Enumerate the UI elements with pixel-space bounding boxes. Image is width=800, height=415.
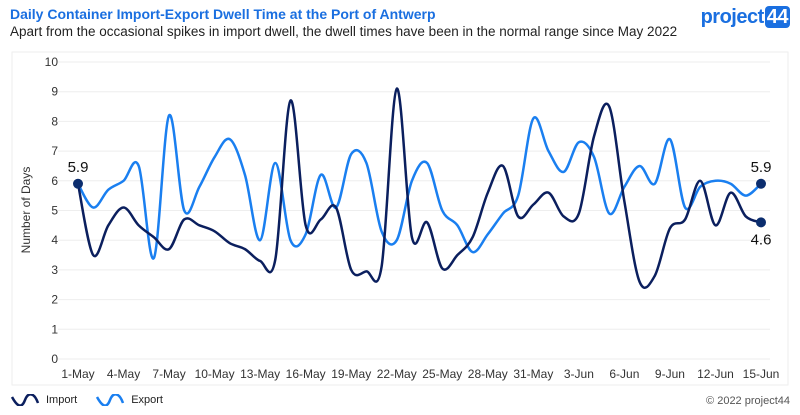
plot-frame [11,51,789,386]
x-tick-label: 4-May [107,367,140,381]
y-tick-label: 8 [51,114,58,128]
y-tick-label: 3 [51,263,58,277]
import-series-line [76,87,762,289]
x-tick-label: 16-May [286,367,326,381]
x-tick-label: 13-May [240,367,280,381]
y-axis-label: Number of Days [19,167,33,254]
y-tick-label: 4 [51,233,58,247]
end-point-marker [756,217,766,228]
logo-badge: 44 [764,6,790,28]
import-line-swatch-icon [10,394,40,406]
x-tick-label: 15-Jun [743,367,780,381]
y-tick-label: 7 [51,144,58,158]
y-tick-label: 2 [51,293,58,307]
x-tick-label: 6-Jun [609,367,639,381]
legend-item-export[interactable]: Export [95,394,163,406]
data-label: 4.6 [751,231,772,248]
y-tick-label: 1 [51,322,58,336]
x-tick-label: 10-May [195,367,235,381]
project44-logo: project 44 [701,6,790,29]
y-tick-label: 6 [51,174,58,188]
data-label: 5.9 [68,159,89,176]
end-point-marker [756,178,766,189]
x-tick-label: 25-May [422,367,462,381]
x-tick-label: 31-May [513,367,553,381]
x-tick-label: 7-May [152,367,185,381]
x-tick-label: 3-Jun [564,367,594,381]
x-tick-label: 19-May [331,367,371,381]
data-label: 5.9 [751,159,772,176]
y-tick-label: 5 [51,204,58,218]
legend-label-import: Import [46,394,78,406]
x-tick-label: 9-Jun [655,367,685,381]
chart-title: Daily Container Import-Export Dwell Time… [10,6,436,22]
end-point-marker [73,178,83,189]
x-tick-label: 12-Jun [697,367,734,381]
y-tick-label: 0 [51,352,58,366]
logo-text: project [700,6,765,28]
legend-label-export: Export [131,394,163,406]
x-tick-label: 28-May [468,367,508,381]
x-tick-label: 1-May [61,367,94,381]
legend: Import Export [10,394,163,406]
export-line-swatch-icon [96,394,125,406]
x-tick-label: 22-May [377,367,417,381]
chart-subtitle: Apart from the occasional spikes in impo… [10,24,678,39]
y-tick-label: 10 [45,55,59,69]
export-series-line [76,114,762,260]
copyright: © 2022 project44 [706,395,790,407]
legend-item-import[interactable]: Import [10,394,77,406]
y-tick-label: 9 [51,85,58,99]
